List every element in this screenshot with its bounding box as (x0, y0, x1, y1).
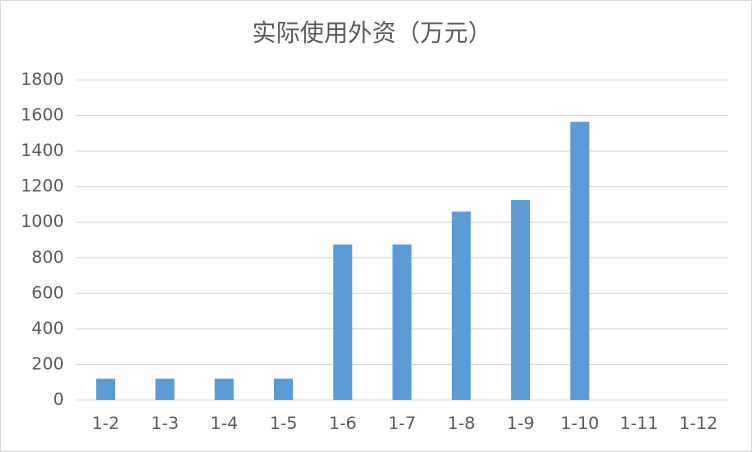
x-tick-label: 1-4 (210, 414, 238, 434)
bar (155, 378, 175, 400)
x-tick-label: 1-6 (329, 414, 357, 434)
x-tick-label: 1-7 (388, 414, 416, 434)
x-tick-label: 1-2 (92, 414, 120, 434)
x-tick-label: 1-5 (270, 414, 298, 434)
bar (511, 200, 531, 400)
y-tick-label: 1800 (21, 70, 64, 90)
x-tick-label: 1-10 (561, 414, 600, 434)
y-tick-label: 200 (32, 354, 64, 374)
y-tick-label: 0 (53, 390, 64, 410)
x-tick-label: 1-3 (151, 414, 179, 434)
x-tick-label: 1-11 (620, 414, 659, 434)
x-tick-label: 1-12 (679, 414, 718, 434)
bar (333, 244, 353, 400)
bar (214, 378, 234, 400)
bar (451, 211, 471, 400)
chart-title: 实际使用外资（万元） (252, 19, 492, 47)
y-tick-label: 600 (32, 283, 64, 303)
bar (273, 378, 293, 400)
y-tick-label: 1400 (21, 141, 64, 161)
x-tick-label: 1-9 (507, 414, 535, 434)
y-tick-label: 400 (32, 319, 64, 339)
bar (392, 244, 412, 400)
y-tick-label: 1000 (21, 212, 64, 232)
bar (96, 378, 116, 400)
x-tick-label: 1-8 (447, 414, 475, 434)
bar (570, 121, 590, 401)
y-tick-label: 1600 (21, 106, 64, 126)
y-tick-label: 800 (32, 248, 64, 268)
y-tick-label: 1200 (21, 177, 64, 197)
